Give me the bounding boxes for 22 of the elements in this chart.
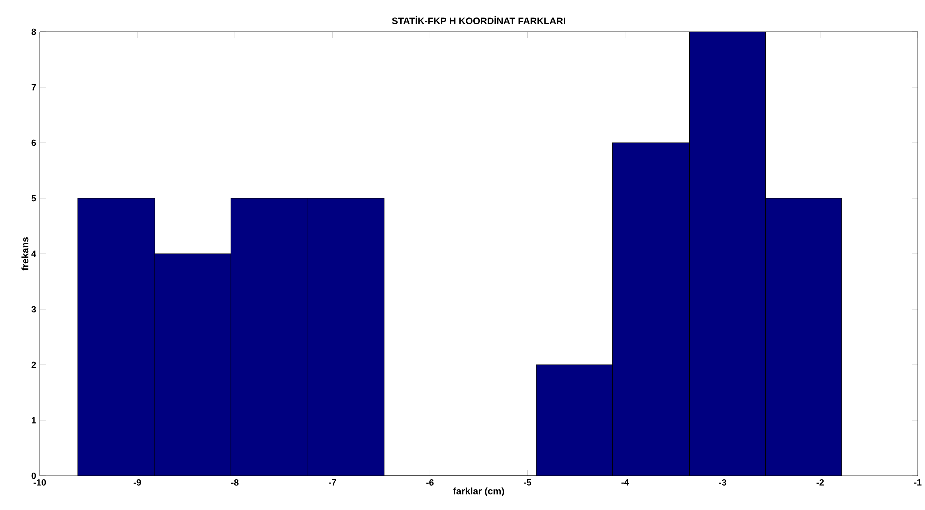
x-tick-label: -10 (34, 480, 46, 486)
y-tick-label: 2 (32, 362, 36, 368)
y-tick-label: 3 (32, 306, 36, 313)
y-tick-label: 6 (32, 140, 36, 146)
y-axis-title: frekans (22, 238, 29, 271)
x-tick-label: -8 (231, 480, 239, 486)
y-tick-label: 7 (32, 84, 36, 91)
x-tick-label: -3 (719, 480, 727, 486)
x-tick-label: -7 (329, 480, 336, 486)
x-tick-label: -2 (816, 480, 824, 486)
y-tick-label: 8 (32, 28, 36, 36)
x-tick-label: -6 (426, 480, 434, 486)
x-tick-label: -4 (622, 480, 630, 486)
x-tick-label: -5 (524, 480, 532, 486)
y-tick-label: 4 (32, 250, 36, 258)
chart-title: STATİK-FKP H KOORDİNAT FARKLARI (392, 16, 566, 25)
x-tick-label: -9 (134, 480, 142, 486)
x-tick-label: -1 (914, 480, 922, 486)
y-tick-label: 0 (32, 472, 36, 480)
x-axis-title: farklar (cm) (453, 488, 504, 497)
y-tick-label: 5 (32, 195, 36, 202)
y-tick-label: 1 (32, 417, 36, 424)
